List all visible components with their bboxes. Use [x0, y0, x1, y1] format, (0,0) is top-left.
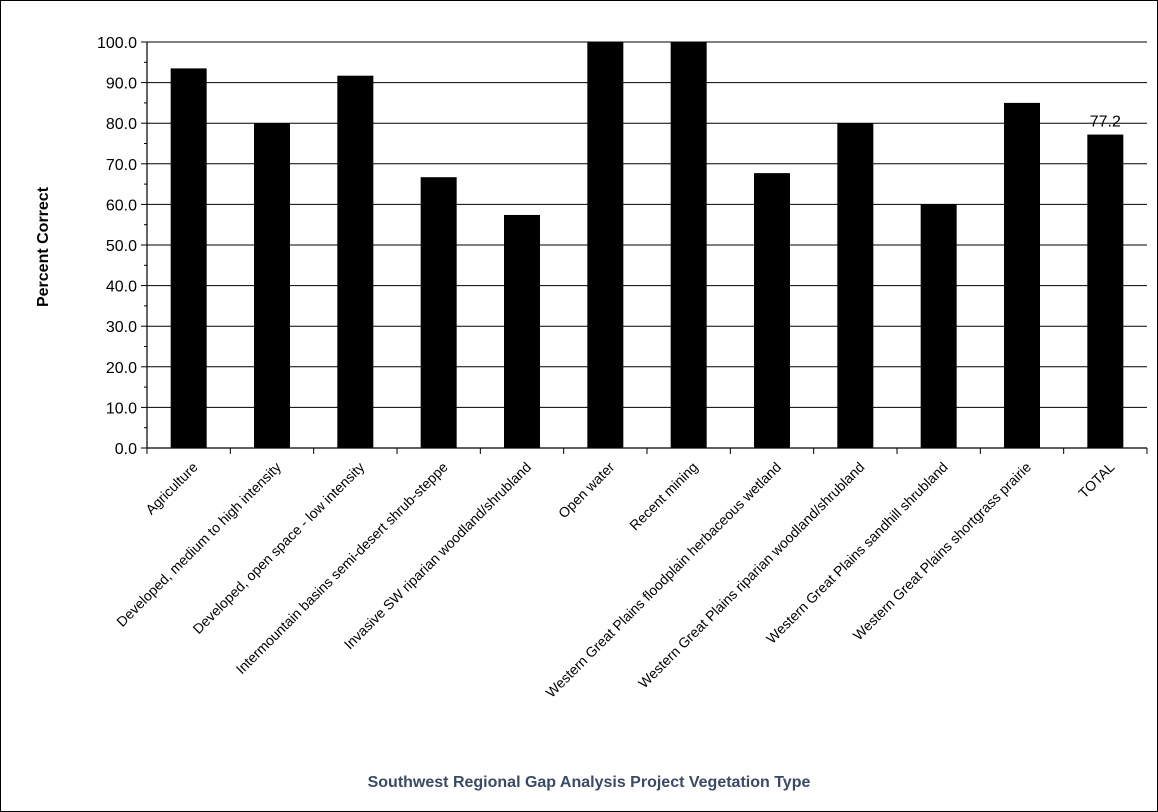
x-tick-label: Western Great Plains shortgrass prairie [850, 459, 1035, 644]
y-tick-label: 40.0 [106, 279, 137, 296]
bar [920, 204, 957, 448]
x-tick-label: Recent mining [626, 459, 701, 534]
y-tick-label: 80.0 [106, 116, 137, 133]
bars [170, 42, 1124, 449]
data-labels: 77.2 [1090, 114, 1121, 131]
data-label: 77.2 [1090, 114, 1121, 131]
y-tick-label: 30.0 [106, 319, 137, 336]
bar [254, 123, 290, 448]
bar [754, 173, 790, 448]
x-axis-title: Southwest Regional Gap Analysis Project … [368, 774, 811, 791]
y-axis-title: Percent Correct [35, 186, 52, 307]
axes [141, 41, 1148, 454]
y-tick-label: 10.0 [106, 400, 137, 417]
y-tick-label: 90.0 [106, 76, 137, 93]
x-tick-label: Western Great Plains sandhill shrubland [763, 459, 951, 647]
y-tick-label: 0.0 [115, 441, 137, 458]
y-tick-label: 50.0 [106, 238, 137, 255]
bar [587, 42, 624, 448]
x-tick-label: TOTAL [1075, 459, 1117, 501]
bar [420, 177, 457, 448]
bar [504, 214, 540, 448]
x-tick-label: Agriculture [142, 459, 201, 518]
bar [337, 75, 374, 448]
bar [1087, 134, 1124, 448]
bar [670, 42, 707, 448]
y-tick-label: 70.0 [106, 157, 137, 174]
bar [1004, 102, 1040, 449]
x-tick-label: Developed, open space - low intensity [189, 459, 367, 637]
y-tick-label: 100.0 [97, 35, 137, 52]
x-tick-label: Developed, medium to high intensity [113, 459, 284, 630]
gridlines [147, 41, 1147, 449]
x-tick-label: Invasive SW riparian woodland/shrubland [341, 459, 534, 652]
y-tick-label: 60.0 [106, 197, 137, 214]
bar [170, 68, 207, 448]
y-tick-labels: 0.0 10.0 20.0 30.0 40.0 50.0 60.0 70.0 80.0 90.0 1… [97, 35, 137, 458]
y-tick-label: 20.0 [106, 360, 137, 377]
x-tick-label: Open water [555, 459, 618, 522]
bar [837, 123, 874, 448]
